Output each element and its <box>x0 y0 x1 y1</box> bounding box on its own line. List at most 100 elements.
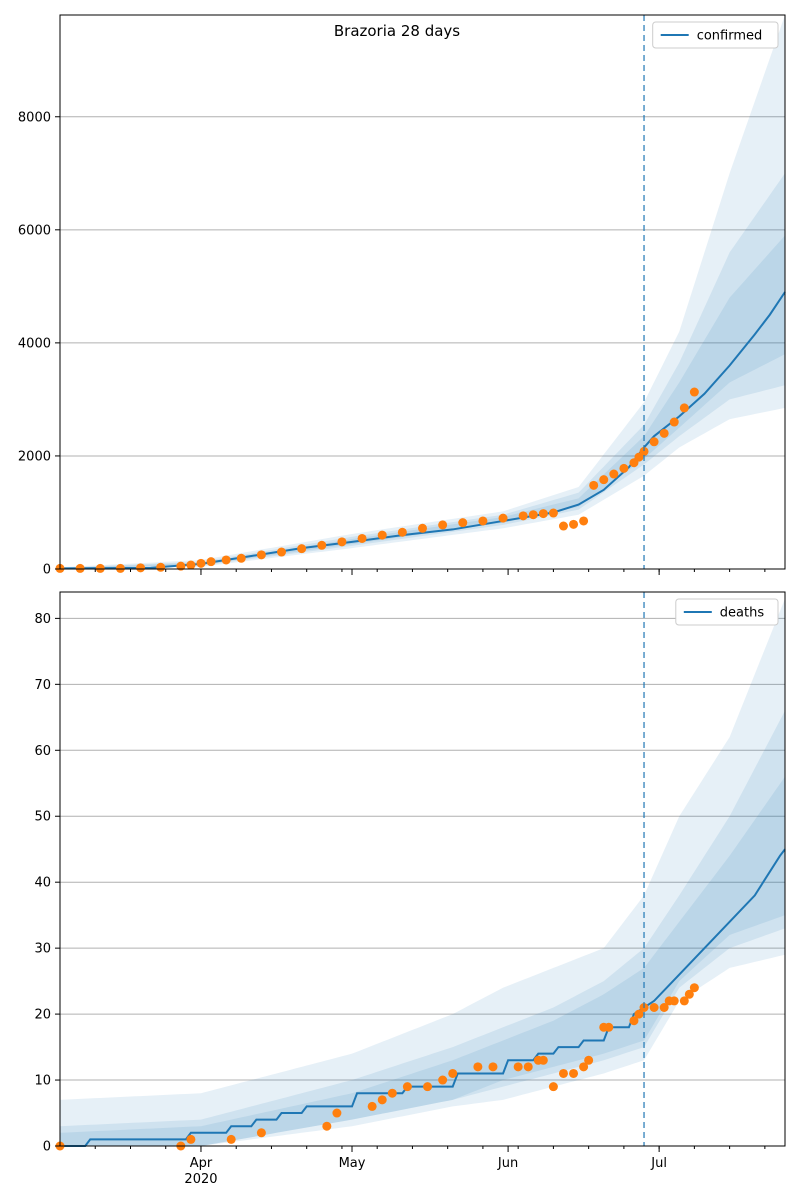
deaths-observed-point <box>659 1003 669 1012</box>
confirmed-axes-frame <box>59 14 786 570</box>
deaths-y-tick-label: 70 <box>34 678 51 693</box>
confirmed-y-tick-label: 6000 <box>18 223 51 238</box>
confirmed-observed-point <box>115 563 125 573</box>
deaths-x-tick-label: Jun <box>497 1156 518 1171</box>
deaths-y-tick-label: 20 <box>34 1008 51 1023</box>
deaths-uncertainty-band-1 <box>60 598 785 1146</box>
deaths-observed-point <box>689 983 699 993</box>
confirmed-observed-point <box>528 510 538 520</box>
confirmed-observed-point <box>256 550 266 560</box>
confirmed-observed-point <box>277 547 287 557</box>
confirmed-observed-points <box>55 387 699 573</box>
deaths-observed-point <box>579 1062 589 1072</box>
confirmed-observed-point <box>458 518 468 528</box>
deaths-observed-point <box>634 1009 644 1019</box>
confirmed-observed-point <box>397 527 407 537</box>
legend-label: confirmed <box>697 29 763 44</box>
confirmed-observed-point <box>558 521 568 531</box>
confirmed-observed-point <box>186 560 196 570</box>
confirmed-observed-point <box>639 446 649 456</box>
deaths-observed-point <box>226 1134 236 1144</box>
confirmed-observed-point <box>196 558 206 568</box>
confirmed-observed-point <box>609 469 619 479</box>
deaths-observed-point <box>402 1082 412 1092</box>
confirmed-observed-point <box>136 563 146 573</box>
confirmed-observed-point <box>357 533 367 543</box>
confirmed-legend: confirmed <box>652 21 779 49</box>
deaths-y-tick-label: 60 <box>34 744 51 759</box>
confirmed-observed-point <box>538 509 548 519</box>
legend-box <box>675 598 779 626</box>
deaths-y-tick-label: 40 <box>34 876 51 891</box>
deaths-observed-point <box>256 1128 266 1138</box>
deaths-observed-point <box>186 1134 196 1144</box>
deaths-observed-point <box>423 1082 433 1092</box>
confirmed-observed-point <box>438 520 448 530</box>
deaths-observed-point <box>558 1068 568 1078</box>
confirmed-observed-point <box>579 516 589 526</box>
confirmed-model-line <box>59 291 786 570</box>
deaths-observed-point <box>629 1016 639 1026</box>
confirmed-uncertainty-band-2 <box>60 173 785 570</box>
deaths-observed-point <box>332 1108 342 1118</box>
confirmed-observed-point <box>589 480 599 490</box>
deaths-y-tick-label: 10 <box>34 1074 51 1089</box>
deaths-observed-point <box>684 989 694 999</box>
confirmed-observed-point <box>599 475 609 485</box>
confirmed-observed-point <box>206 557 216 567</box>
confirmed-x-ticks <box>94 569 766 575</box>
deaths-model-series <box>60 848 786 1147</box>
deaths-observed-point <box>649 1003 659 1012</box>
deaths-observed-point <box>377 1095 387 1105</box>
deaths-x-tick-sublabel: 2020 <box>184 1172 217 1187</box>
confirmed-observed-point <box>75 563 85 573</box>
confirmed-uncertainty-band-3 <box>60 235 785 569</box>
confirmed-panel: 0 2000 4000 6000 8000 confirmed <box>18 14 786 578</box>
legend-label: deaths <box>720 606 765 621</box>
deaths-observed-point <box>538 1055 548 1065</box>
deaths-legend: deaths <box>675 598 779 626</box>
deaths-observed-point <box>322 1121 332 1131</box>
confirmed-y-ticks: 0 2000 4000 6000 8000 <box>18 110 60 578</box>
deaths-observed-point <box>367 1101 377 1111</box>
deaths-observed-point <box>488 1062 498 1072</box>
deaths-observed-points <box>55 983 699 1151</box>
deaths-uncertainty-band-3 <box>60 776 785 1146</box>
deaths-observed-point <box>513 1062 523 1072</box>
deaths-observed-point <box>679 996 689 1006</box>
deaths-observed-point <box>548 1082 558 1092</box>
deaths-uncertainty-band-2 <box>60 710 785 1146</box>
deaths-observed-point <box>523 1062 533 1072</box>
deaths-y-tick-label: 30 <box>34 942 51 957</box>
confirmed-observed-point <box>156 562 166 572</box>
confirmed-observed-point <box>518 511 528 521</box>
confirmed-observed-point <box>548 508 558 518</box>
deaths-y-ticks: 0 10 20 30 40 50 60 70 80 <box>34 612 60 1155</box>
confirmed-uncertainty-band-1 <box>60 15 785 569</box>
confirmed-y-tick-label: 4000 <box>18 336 51 351</box>
confirmed-observed-point <box>689 387 699 397</box>
deaths-y-tick-label: 50 <box>34 810 51 825</box>
confirmed-observed-point <box>95 563 105 573</box>
confirmed-observed-point <box>317 540 327 550</box>
confirmed-observed-point <box>659 428 669 438</box>
confirmed-observed-point <box>569 519 579 529</box>
confirmed-observed-point <box>669 417 679 427</box>
deaths-observed-point <box>387 1088 397 1098</box>
deaths-axes-frame <box>59 591 786 1147</box>
confirmed-y-tick-label: 2000 <box>18 449 51 464</box>
deaths-observed-point <box>669 996 679 1006</box>
confirmed-observed-point <box>679 403 689 413</box>
deaths-observed-point <box>584 1055 594 1065</box>
confirmed-observed-point <box>377 530 387 540</box>
deaths-observed-point <box>569 1068 579 1078</box>
confirmed-grid <box>60 116 785 457</box>
confirmed-observed-point <box>236 553 246 563</box>
deaths-y-tick-label: 0 <box>43 1140 51 1155</box>
confirmed-observed-point <box>337 537 347 547</box>
confirmed-observed-point <box>478 516 488 526</box>
legend-box <box>652 21 779 49</box>
